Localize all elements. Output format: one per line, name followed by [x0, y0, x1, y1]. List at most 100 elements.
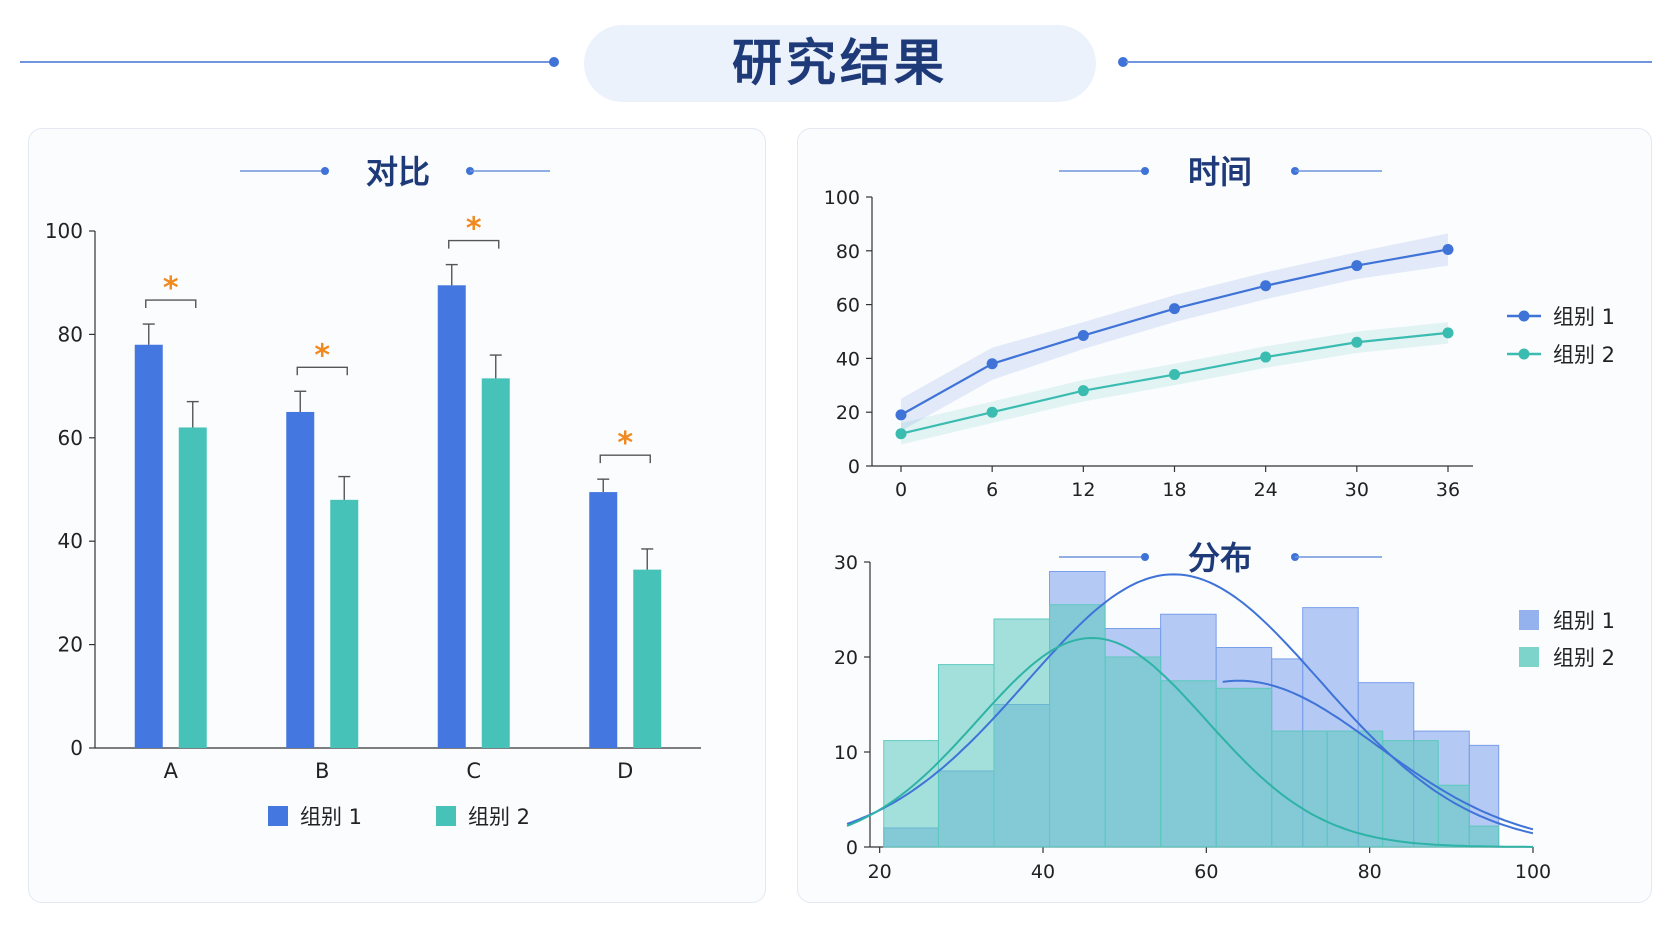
significance-bracket — [599, 454, 651, 464]
bar-D-2 — [633, 569, 662, 748]
significance-mark: * — [466, 212, 482, 247]
y-tick-label: 100 — [824, 187, 860, 209]
y-tick-label: 20 — [836, 402, 860, 424]
x-tick-label: 24 — [1254, 479, 1278, 501]
y-tick-label: 0 — [848, 456, 860, 478]
density-curve-1 — [846, 573, 1534, 835]
legend-marker-1 — [1518, 310, 1530, 322]
hist-bar-2 — [1326, 730, 1384, 848]
y-tick-label: 60 — [58, 426, 83, 450]
legend-label-2: 组别 2 — [1553, 646, 1615, 670]
legend-label-2: 组别 2 — [468, 805, 530, 829]
data-point-2 — [1442, 327, 1454, 339]
x-tick-label: 0 — [895, 479, 907, 501]
hist-bar-2 — [1160, 680, 1217, 848]
dist-title-dot-left — [1141, 553, 1149, 561]
y-tick-label: 20 — [834, 647, 858, 669]
legend-label-1: 组别 1 — [1553, 305, 1615, 329]
x-tick-label: C — [466, 759, 481, 783]
hist-bar-2 — [1049, 604, 1106, 848]
y-tick-label: 40 — [836, 348, 860, 370]
y-tick-label: 80 — [58, 322, 83, 346]
bar-A-2 — [178, 427, 207, 748]
y-tick-label: 0 — [846, 837, 858, 859]
legend-label-1: 组别 1 — [1553, 609, 1615, 633]
y-tick-label: 30 — [834, 552, 858, 574]
hist-bar-2 — [1437, 784, 1470, 848]
data-point-2 — [1260, 351, 1272, 363]
significance-bracket — [448, 239, 500, 249]
hist-bar-2 — [1104, 656, 1162, 848]
significance-mark: * — [163, 271, 179, 306]
header-line-right — [1126, 61, 1652, 63]
y-tick-label: 80 — [836, 241, 860, 263]
hist-bar-2 — [993, 618, 1051, 848]
y-tick-label: 0 — [70, 736, 83, 760]
y-tick-label: 20 — [58, 633, 83, 657]
hist-bar-2 — [1382, 740, 1439, 848]
header-dot-left — [549, 57, 559, 67]
data-point-1 — [1260, 280, 1272, 292]
significance-mark: * — [617, 426, 633, 461]
compare-title-dot-left — [321, 167, 329, 175]
legend-swatch-2 — [436, 806, 456, 826]
header-line-left — [20, 61, 554, 63]
legend-marker-2 — [1518, 348, 1530, 360]
confidence-band-1 — [901, 233, 1448, 432]
x-tick-label: 36 — [1436, 479, 1460, 501]
y-tick-label: 40 — [58, 529, 83, 553]
y-tick-label: 10 — [834, 742, 858, 764]
legend-label-1: 组别 1 — [300, 805, 362, 829]
data-point-1 — [1351, 260, 1363, 272]
data-point-1 — [895, 409, 907, 421]
x-tick-label: 100 — [1515, 861, 1551, 883]
x-tick-label: 40 — [1031, 861, 1055, 883]
x-tick-label: 20 — [868, 861, 892, 883]
hist-bar-2 — [1468, 825, 1500, 848]
bar-C-1 — [437, 285, 466, 748]
y-tick-label: 60 — [836, 295, 860, 317]
data-point-1 — [1169, 303, 1180, 315]
significance-mark: * — [314, 338, 330, 373]
time-title: 时间 — [1188, 153, 1252, 191]
bar-B-2 — [330, 499, 359, 748]
hist-bar-2 — [1271, 730, 1328, 848]
x-tick-label: 30 — [1345, 479, 1369, 501]
significance-bracket — [145, 299, 197, 309]
density-curve-secondary — [1222, 679, 1534, 831]
title-pill — [584, 25, 1096, 102]
data-point-2 — [895, 428, 907, 440]
header-dot-right — [1118, 57, 1128, 67]
hist-bar-2 — [883, 740, 939, 848]
dist-chart: 分布 0 10 20 30 20 40 60 80 100 组别 1 组别 2 — [834, 539, 1615, 883]
legend-label-2: 组别 2 — [1553, 343, 1615, 367]
x-tick-label: 80 — [1358, 861, 1382, 883]
data-point-2 — [1077, 385, 1089, 397]
x-tick-label: 60 — [1194, 861, 1218, 883]
compare-title: 对比 — [366, 153, 430, 191]
y-tick-label: 100 — [45, 219, 83, 243]
time-chart: 时间 0 20 40 60 80 100 0 6 12 18 24 30 36 组别 1 组别 2 — [824, 153, 1615, 501]
x-tick-label: 12 — [1071, 479, 1095, 501]
confidence-band-2 — [901, 322, 1448, 445]
legend-swatch-2 — [1519, 647, 1539, 667]
hist-bar-2 — [937, 664, 995, 848]
compare-chart: 对比 0 20 40 60 80 100 A * B * C * D * 组别 1 组别 2 — [45, 153, 701, 829]
data-point-2 — [1351, 336, 1363, 348]
x-tick-label: 6 — [986, 479, 998, 501]
bar-D-1 — [589, 492, 618, 748]
bar-B-1 — [286, 411, 315, 748]
data-point-1 — [986, 358, 998, 370]
page-title: 研究结果 — [732, 34, 948, 92]
time-title-dot-left — [1141, 167, 1149, 175]
x-tick-label: D — [617, 759, 633, 783]
x-tick-label: B — [315, 759, 329, 783]
data-point-2 — [1169, 369, 1180, 381]
significance-bracket — [296, 366, 348, 376]
x-tick-label: A — [164, 759, 179, 783]
density-curve-2 — [846, 636, 1533, 848]
data-point-2 — [986, 406, 998, 418]
data-point-1 — [1077, 330, 1089, 342]
bar-A-1 — [134, 344, 163, 748]
data-point-1 — [1442, 243, 1454, 255]
